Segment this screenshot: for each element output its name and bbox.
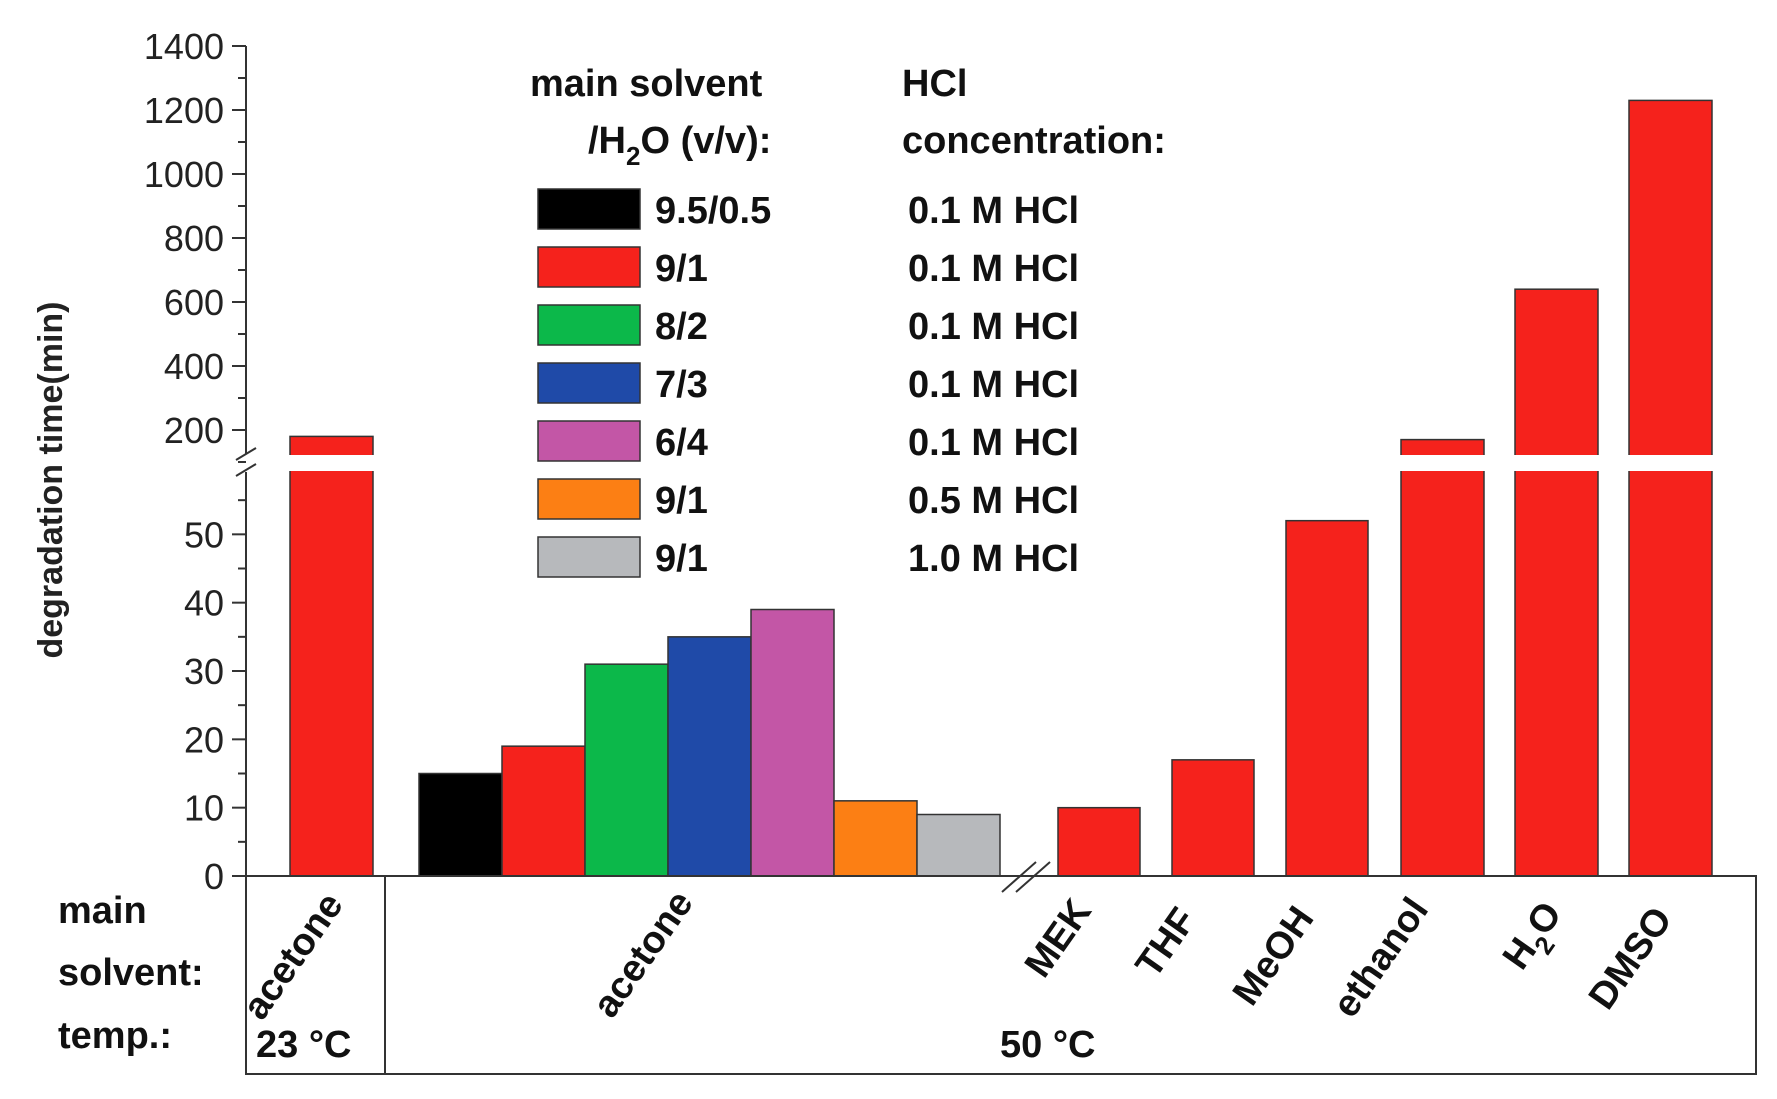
bar (501, 745, 586, 877)
y-tick-label: 10 (184, 788, 224, 829)
category-dmso: DMSO (1581, 900, 1681, 1017)
y-tick-label: 0 (204, 856, 224, 897)
legend-ratio: 9/1 (655, 248, 708, 290)
y-tick-label: 600 (164, 282, 224, 323)
y-ticks: 0 10 20 30 40 50 200 400 600 800 1000 1200 1400 (144, 26, 246, 897)
bar (418, 772, 503, 877)
bar-break-gap (1399, 455, 1486, 471)
bar (1400, 438, 1485, 877)
bar (1628, 99, 1713, 877)
legend-ratio: 6/4 (655, 422, 708, 464)
legend-ratio: 9/1 (655, 538, 708, 580)
category-mek: MEK (1017, 891, 1100, 985)
legend-header-ratio-rest: O (v/v): (640, 120, 771, 162)
legend-hcl: 0.1 M HCl (908, 190, 1079, 232)
legend: main solvent /H2O (v/v): HCl concentrati… (530, 63, 1166, 580)
bar (916, 813, 1001, 877)
axis-breaks (235, 447, 1714, 893)
legend-swatch (537, 536, 641, 578)
bar (289, 435, 374, 877)
y-tick-label: 400 (164, 346, 224, 387)
y-tick-label: 40 (184, 583, 224, 624)
legend-header-hcl-line1: HCl (902, 63, 967, 105)
y-break-mark (235, 447, 257, 461)
legend-swatch (537, 188, 641, 230)
y-tick-label: 1200 (144, 90, 224, 131)
row-label-solvent: solvent: (58, 952, 204, 994)
y-tick-label: 30 (184, 651, 224, 692)
temp-50: 50 °C (1000, 1024, 1095, 1066)
bar-break-gap (1627, 455, 1714, 471)
legend-swatch (537, 362, 641, 404)
category-thf: THF (1128, 901, 1205, 986)
bar-break-gap (1513, 455, 1600, 471)
legend-swatch (537, 246, 641, 288)
legend-hcl: 1.0 M HCl (908, 538, 1079, 580)
temp-23: 23 °C (256, 1024, 351, 1066)
y-tick-label: 50 (184, 514, 224, 555)
category-acetone-50: acetone (585, 883, 702, 1025)
legend-ratio: 7/3 (655, 364, 708, 406)
y-tick-label: 200 (164, 410, 224, 451)
category-table: main solvent: temp.: acetone acetone MEK… (58, 875, 1757, 1075)
legend-header-hcl-line2: concentration: (902, 120, 1166, 162)
legend-swatch (537, 420, 641, 462)
legend-header-ratio-line1: main solvent (530, 63, 763, 105)
row-label-temp: temp.: (58, 1015, 172, 1057)
bar (667, 636, 752, 877)
category-meoh: MeOH (1225, 899, 1322, 1013)
category-ethanol: ethanol (1325, 890, 1437, 1025)
table-frame (245, 875, 1757, 1075)
legend-hcl: 0.1 M HCl (908, 306, 1079, 348)
y-tick-label: 1400 (144, 26, 224, 67)
legend-swatch (537, 304, 641, 346)
legend-header-ratio-sub: 2 (626, 141, 640, 171)
y-axis-label: degradation time(min) (32, 301, 70, 658)
bar (750, 608, 835, 877)
legend-hcl: 0.1 M HCl (908, 248, 1079, 290)
bar-break-gap (288, 455, 375, 471)
legend-hcl: 0.1 M HCl (908, 364, 1079, 406)
legend-entries: 9.5/0.5 0.1 M HCl 9/1 0.1 M HCl 8/2 0.1 M HCl… (537, 188, 1079, 580)
legend-header-ratio-h: /H (588, 120, 626, 162)
legend-header-ratio-line2: /H2O (v/v): (588, 120, 771, 171)
bar (1514, 288, 1599, 877)
category-h2o-o: O (1519, 895, 1570, 943)
row-label-main: main (58, 890, 147, 932)
legend-hcl: 0.5 M HCl (908, 480, 1079, 522)
bar (1171, 759, 1255, 877)
category-acetone-23: acetone (235, 885, 352, 1027)
category-h2o: H2O (1495, 895, 1578, 983)
y-tick-label: 20 (184, 719, 224, 760)
bar (1285, 519, 1369, 877)
legend-swatch (537, 478, 641, 520)
bar (1057, 806, 1141, 877)
bar (584, 663, 669, 877)
legend-hcl: 0.1 M HCl (908, 422, 1079, 464)
y-tick-label: 1000 (144, 154, 224, 195)
y-tick-label: 800 (164, 218, 224, 259)
bar (833, 800, 918, 877)
legend-ratio: 8/2 (655, 306, 708, 348)
legend-ratio: 9.5/0.5 (655, 190, 771, 232)
bars (289, 99, 1713, 877)
legend-ratio: 9/1 (655, 480, 708, 522)
y-break-mark (235, 463, 257, 477)
